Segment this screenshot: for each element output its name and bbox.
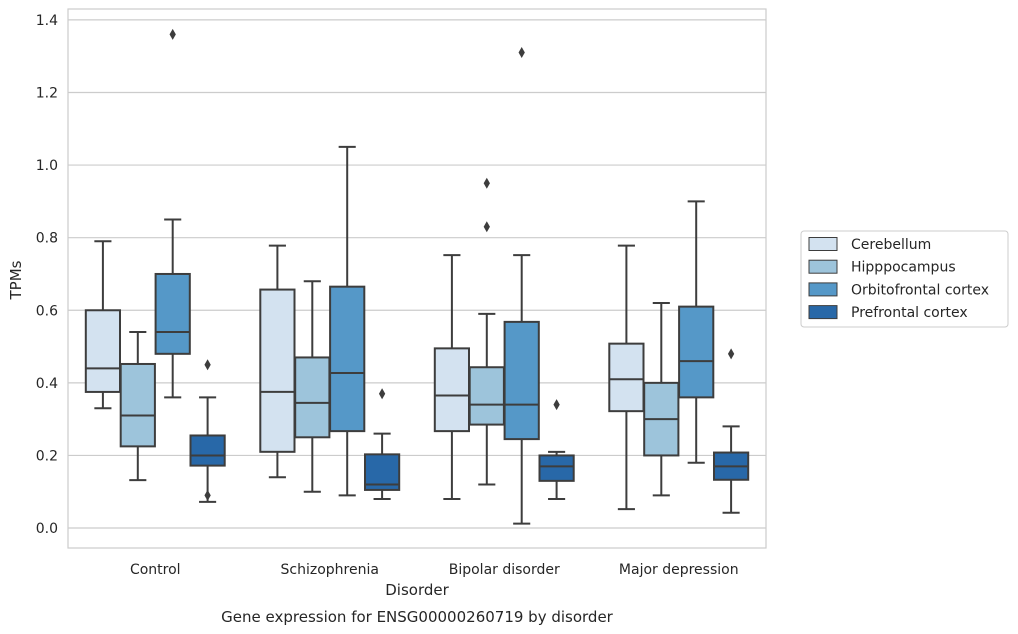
box-hipppocampus — [468, 177, 505, 486]
box-orbitofrontal-cortex — [678, 200, 715, 464]
box-iqr — [329, 285, 366, 433]
legend-swatch — [808, 237, 838, 251]
box-iqr — [468, 366, 505, 426]
y-tick-label: 1.4 — [36, 13, 58, 29]
box-iqr — [189, 434, 226, 467]
y-axis-ticks: 0.0 0.2 0.4 0.6 0.8 1.0 1.2 1.4 — [36, 13, 58, 537]
outlier-point — [518, 47, 525, 59]
box-iqr — [678, 305, 715, 399]
outlier-point — [169, 28, 176, 40]
y-tick-label: 0.6 — [36, 303, 58, 319]
box-orbitofrontal-cortex — [154, 28, 191, 399]
box-prefrontal-cortex — [189, 359, 226, 503]
box-iqr — [119, 362, 156, 448]
box-cerebellum — [608, 244, 645, 511]
box-cerebellum — [433, 254, 471, 500]
outlier-point — [378, 388, 386, 400]
y-tick-label: 1.2 — [36, 85, 58, 101]
boxes — [84, 28, 750, 525]
x-tick-label: Major depression — [619, 562, 739, 578]
box-cerebellum — [84, 240, 122, 410]
box-hipppocampus — [643, 302, 680, 497]
legend-frame — [800, 230, 1009, 328]
box-iqr — [433, 347, 471, 433]
y-tick-label: 0.2 — [36, 448, 58, 464]
outlier-point — [204, 359, 211, 371]
x-tick-label: Bipolar disorder — [449, 562, 560, 578]
y-tick-label: 0.0 — [36, 521, 58, 537]
x-tick-label: Schizophrenia — [281, 562, 379, 578]
y-axis-title: TPMs — [7, 260, 25, 300]
box-iqr — [84, 309, 122, 393]
box-orbitofrontal-cortex — [503, 47, 540, 525]
outlier-point — [204, 489, 211, 501]
outlier-point — [553, 399, 560, 411]
y-tick-label: 1.0 — [36, 158, 58, 174]
legend-label: Cerebellum — [851, 237, 931, 253]
legend-label: Hipppocampus — [851, 260, 956, 276]
y-tick-label: 0.4 — [36, 376, 58, 392]
box-orbitofrontal-cortex — [329, 145, 366, 497]
box-iqr — [154, 272, 191, 355]
box-prefrontal-cortex — [712, 348, 750, 514]
box-hipppocampus — [294, 280, 331, 493]
outlier-point — [483, 177, 490, 189]
box-prefrontal-cortex — [363, 388, 401, 500]
box-iqr — [503, 320, 540, 441]
box-iqr — [259, 288, 296, 453]
x-axis-title: Disorder — [385, 581, 449, 599]
box-prefrontal-cortex — [538, 399, 575, 500]
x-tick-label: Control — [130, 562, 181, 578]
legend-label: Orbitofrontal cortex — [851, 282, 989, 298]
box-iqr — [608, 342, 645, 413]
figure-caption: Gene expression for ENSG00000260719 by d… — [221, 608, 614, 626]
box-iqr — [294, 356, 331, 439]
legend-label: Prefrontal cortex — [851, 305, 968, 321]
x-axis-ticks: Control Schizophrenia Bipolar disorder Majo… — [130, 562, 739, 578]
y-tick-label: 0.8 — [36, 231, 58, 247]
box-cerebellum — [259, 244, 296, 479]
outlier-point — [727, 348, 735, 360]
box-iqr — [538, 454, 575, 482]
plot-frame — [67, 8, 767, 549]
box-hipppocampus — [119, 331, 156, 482]
legend-swatch — [808, 259, 838, 274]
legend-swatch — [808, 282, 838, 297]
outlier-point — [483, 221, 490, 233]
legend-swatch — [808, 305, 838, 320]
legend: Cerebellum Hipppocampus Orbitofrontal cort… — [800, 230, 1009, 328]
